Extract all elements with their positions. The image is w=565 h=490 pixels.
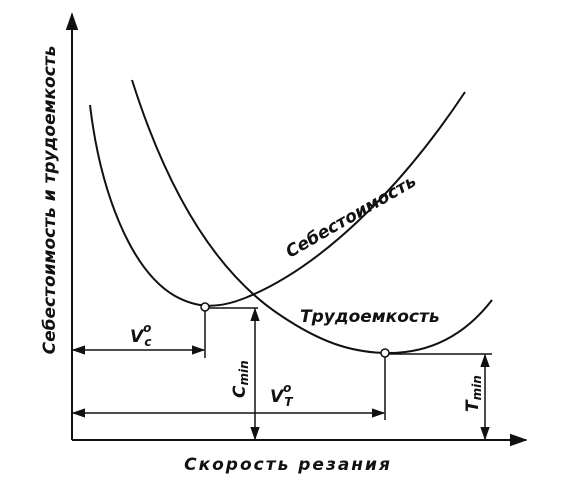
cost-min-point xyxy=(200,302,210,312)
labor-curve-label: Трудоемкость xyxy=(300,307,440,327)
cmin-label: Cmin xyxy=(230,360,251,398)
cmin-sub: min xyxy=(237,360,251,385)
cmin-symbol: C xyxy=(230,385,250,398)
cost-curve xyxy=(89,91,466,307)
y-axis-label: Себестоимость и трудоемкость xyxy=(40,46,60,355)
vc-sub: c xyxy=(144,335,151,349)
vc-label: Vo c xyxy=(130,321,152,349)
vt-label: Vo T xyxy=(270,381,293,409)
vc-symbol: V xyxy=(130,327,145,347)
tmin-label: Tmin xyxy=(463,375,484,412)
vt-symbol: V xyxy=(270,387,285,407)
labor-min-point xyxy=(380,348,390,358)
tmin-sub: min xyxy=(470,375,484,400)
tmin-symbol: T xyxy=(463,399,483,412)
vt-sup: o xyxy=(283,381,291,395)
cost-curve-label: Себестоимость xyxy=(283,171,420,262)
labor-curve xyxy=(131,79,493,355)
x-axis-label: Скорость резания xyxy=(184,455,392,475)
vc-sup: o xyxy=(143,321,151,335)
vt-sub: T xyxy=(284,395,293,409)
